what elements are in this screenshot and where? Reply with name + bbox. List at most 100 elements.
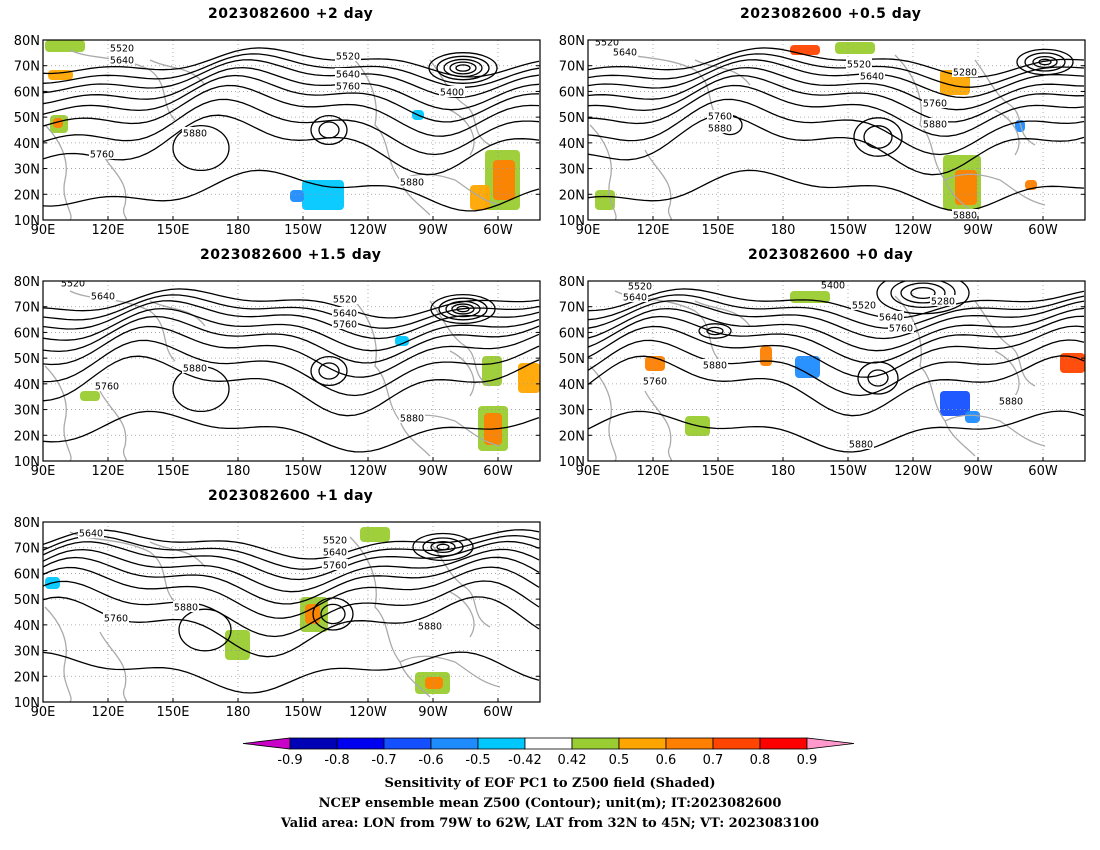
z500-high-contour xyxy=(312,597,354,631)
contour-label: 5760 xyxy=(336,82,360,93)
sensitivity-shading xyxy=(518,363,540,393)
colorbar-tick-label: -0.6 xyxy=(418,753,443,768)
latitude-label: 20N xyxy=(559,429,585,444)
z500-low-contour xyxy=(451,303,475,315)
map-frame xyxy=(587,39,1086,221)
z500-contour xyxy=(43,169,540,212)
longitude-label: 120E xyxy=(636,464,669,479)
longitude-label: 120E xyxy=(91,705,124,720)
z500-contour xyxy=(588,53,1085,88)
contour-label: 5520 xyxy=(323,536,347,547)
z500-high-contour xyxy=(857,361,899,395)
sensitivity-shading xyxy=(425,677,443,689)
latitude-label: 50N xyxy=(14,111,40,126)
contour-label-background xyxy=(322,546,348,557)
z500-contour xyxy=(43,59,540,99)
longitude-label: 120W xyxy=(894,464,932,479)
z500-contour xyxy=(588,355,1085,417)
coastline xyxy=(994,109,1020,156)
contour-label: 5520 xyxy=(847,60,871,71)
z500-contour xyxy=(43,288,540,319)
z500-low-contour xyxy=(910,286,936,300)
latitude-label: 50N xyxy=(14,593,40,608)
contour-label: 5520 xyxy=(61,279,85,290)
contour-label-background xyxy=(322,534,348,545)
latitude-label: 40N xyxy=(14,619,40,634)
colorbar-tick-label: -0.9 xyxy=(277,753,302,768)
coastline xyxy=(349,295,431,457)
z500-contour xyxy=(43,410,540,453)
contour-label: 5640 xyxy=(879,313,903,324)
coastline xyxy=(449,350,475,397)
z500-high-contour xyxy=(178,608,232,652)
z500-low-contour xyxy=(438,297,488,321)
colorbar-tick-label: 0.5 xyxy=(609,753,630,768)
longitude-label: 90E xyxy=(31,223,56,238)
coastline xyxy=(149,300,206,327)
z500-high-contour xyxy=(867,369,889,387)
longitude-label: 90E xyxy=(576,223,601,238)
sensitivity-shading xyxy=(835,42,875,54)
latitude-label: 60N xyxy=(14,567,40,582)
map-frame xyxy=(42,521,541,703)
longitude-label: 120W xyxy=(894,223,932,238)
sensitivity-shading xyxy=(965,411,980,423)
contour-label-background xyxy=(998,395,1024,406)
contour-label-background xyxy=(439,86,465,97)
map-content: 5520564054005280552056405760576058805880… xyxy=(588,281,1085,461)
colorbar-swatch xyxy=(571,737,620,750)
colorbar-swatch xyxy=(383,737,432,750)
contour-label-background xyxy=(707,122,733,133)
z500-low-contour xyxy=(436,55,490,81)
colorbar-swatch xyxy=(477,737,526,750)
coastline xyxy=(894,54,976,216)
z500-contour xyxy=(588,300,1085,340)
longitude-label: 60W xyxy=(483,223,513,238)
panel-title-plus1day: 2023082600 +1 day xyxy=(208,488,374,504)
coastline xyxy=(944,173,1046,206)
longitude-label: 150E xyxy=(701,464,734,479)
coastline xyxy=(449,109,475,156)
map-frame xyxy=(42,280,541,462)
contour-label: 5760 xyxy=(333,320,357,331)
contour-label: 5880 xyxy=(183,364,207,375)
colorbar: -0.9 -0.8 -0.7 -0.6 -0.5 -0.42 0.42 0.5 0.6 0.7 0.… xyxy=(242,737,855,768)
contour-label-background xyxy=(417,620,443,631)
latitude-label: 70N xyxy=(559,301,585,316)
z500-contour xyxy=(588,288,1085,319)
colorbar-swatch xyxy=(289,737,338,750)
longitude-label: 60W xyxy=(483,705,513,720)
sensitivity-shading xyxy=(1060,353,1085,373)
contour-label: 5520 xyxy=(333,295,357,306)
z500-low-contour xyxy=(449,61,477,75)
contour-label-background xyxy=(612,46,638,57)
z500-high-contour xyxy=(853,117,903,157)
contour-label: 5880 xyxy=(400,414,424,425)
contour-label: 5880 xyxy=(183,129,207,140)
panel-title-plus0p5day: 2023082600 +0.5 day xyxy=(740,6,922,22)
z500-contour xyxy=(43,98,540,156)
latitude-label: 30N xyxy=(559,163,585,178)
z500-high-contour xyxy=(863,125,893,149)
contour-label-background xyxy=(89,148,115,159)
z500-low-contour xyxy=(436,543,450,551)
contour-label-background xyxy=(707,110,733,121)
longitude-label: 90E xyxy=(31,464,56,479)
latitude-label: 80N xyxy=(14,516,40,531)
z500-contour xyxy=(43,339,540,397)
longitude-label: 60W xyxy=(1028,464,1058,479)
coastline xyxy=(589,124,617,220)
z500-low-contour xyxy=(455,64,471,72)
longitude-label: 180 xyxy=(226,223,251,238)
longitude-label: 150W xyxy=(829,223,867,238)
coastline xyxy=(449,591,475,638)
latitude-label: 30N xyxy=(14,163,40,178)
z500-contour xyxy=(588,169,1085,212)
z500-contour xyxy=(43,307,540,352)
z500-contour xyxy=(588,59,1085,99)
z500-low-contour xyxy=(430,293,496,325)
